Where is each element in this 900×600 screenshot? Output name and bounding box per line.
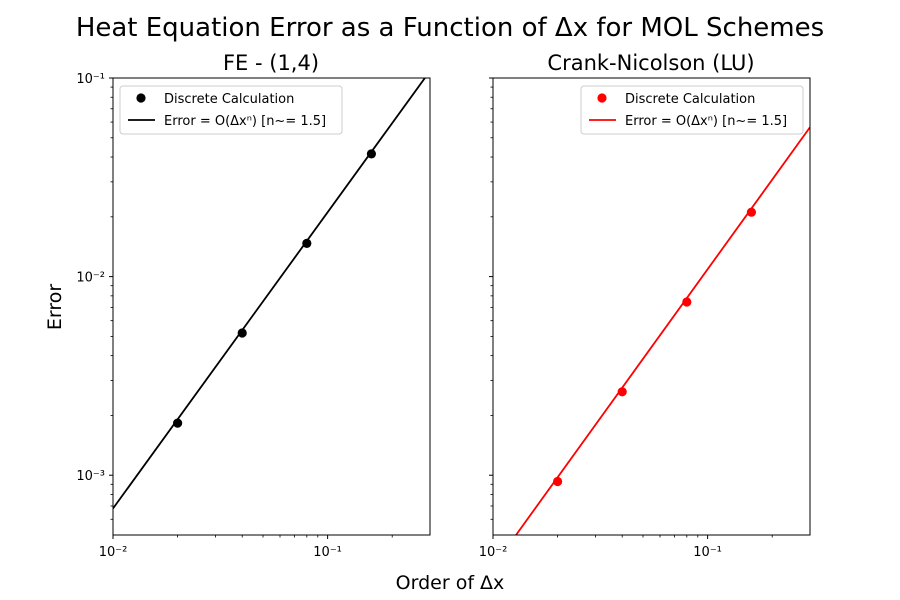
cn-axes-frame bbox=[492, 77, 811, 536]
fe-data bbox=[113, 78, 427, 510]
cn-data-point bbox=[617, 387, 627, 397]
cn-legend-box bbox=[580, 85, 804, 135]
fe-x-tick-label: 10⁻² bbox=[99, 545, 128, 560]
fe-data-point bbox=[173, 418, 183, 428]
crank-nicolson-panel-title: Crank-Nicolson (LU) bbox=[547, 51, 754, 75]
cn-data-point bbox=[553, 476, 563, 487]
fe-data-point bbox=[366, 149, 377, 159]
fe-legend: Discrete Calculation Error = O(Δxⁿ) [n~= … bbox=[119, 85, 343, 135]
cn-data-point bbox=[746, 207, 757, 217]
fe-legend-label: Discrete Calculation bbox=[164, 92, 294, 107]
fe-data-point bbox=[237, 328, 247, 338]
cn-x-tick-label: 10⁻¹ bbox=[693, 545, 722, 560]
fe-legend-marker bbox=[136, 93, 146, 103]
cn-data-point bbox=[682, 297, 692, 307]
cn-legend-label: Error = O(Δxⁿ) [n~= 1.5] bbox=[625, 114, 787, 129]
fe-axes-frame bbox=[112, 77, 431, 536]
fe-panel: FE - (1,4) 10⁻² 10⁻¹ 10⁻³ 10⁻² 10⁻¹ Discrete … bbox=[76, 51, 431, 560]
fe-legend-label: Error = O(Δxⁿ) [n~= 1.5] bbox=[164, 114, 326, 129]
cn-legend: Discrete Calculation Error = O(Δxⁿ) [n~= … bbox=[580, 85, 804, 135]
fe-x-tick-label: 10⁻¹ bbox=[313, 545, 342, 560]
fe-panel-title: FE - (1,4) bbox=[223, 51, 319, 75]
fe-data-point bbox=[302, 238, 312, 248]
x-axis-label: Order of Δx bbox=[396, 572, 505, 594]
fe-y-tick-label: 10⁻¹ bbox=[76, 72, 105, 87]
cn-data bbox=[515, 126, 810, 535]
cn-legend-label: Discrete Calculation bbox=[625, 92, 755, 107]
cn-fit-line bbox=[515, 126, 810, 535]
fe-legend-box bbox=[119, 85, 343, 135]
fe-y-tick-label: 10⁻³ bbox=[76, 469, 105, 484]
figure-title: Heat Equation Error as a Function of Δx … bbox=[76, 13, 824, 43]
crank-nicolson-panel: Crank-Nicolson (LU) 10⁻² 10⁻¹ Discrete Cal… bbox=[479, 51, 811, 560]
cn-x-tick-label: 10⁻² bbox=[479, 545, 508, 560]
fe-fit-line bbox=[113, 78, 427, 510]
cn-legend-marker bbox=[597, 93, 607, 103]
y-axis-label: Error bbox=[44, 284, 66, 331]
fe-y-tick-label: 10⁻² bbox=[76, 271, 105, 286]
